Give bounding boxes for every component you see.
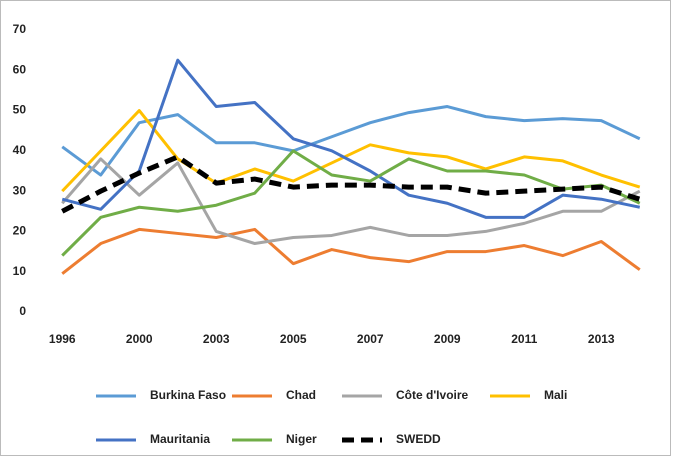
- series-line: [61, 109, 641, 193]
- y-tick-label: 30: [13, 183, 27, 197]
- x-tick-label: 2003: [203, 332, 230, 346]
- x-tick-label: 1996: [49, 332, 76, 346]
- series-line: [61, 58, 641, 219]
- x-tick-label: 2000: [126, 332, 153, 346]
- y-tick-label: 60: [13, 62, 27, 76]
- legend-label: SWEDD: [396, 432, 441, 446]
- y-tick-label: 10: [13, 264, 27, 278]
- series-line: [61, 154, 641, 214]
- y-tick-label: 40: [13, 143, 27, 157]
- series-line: [61, 227, 641, 275]
- y-tick-label: 0: [19, 304, 26, 318]
- x-tick-label: 2009: [434, 332, 461, 346]
- legend-label: Mali: [544, 388, 567, 402]
- legend-label: Niger: [286, 432, 317, 446]
- series-line: [61, 157, 641, 246]
- x-tick-label: 2011: [511, 332, 537, 346]
- legend-label: Chad: [286, 388, 316, 402]
- legend-label: Côte d'Ivoire: [396, 388, 469, 402]
- series-line: [61, 149, 641, 257]
- x-tick-label: 2005: [280, 332, 307, 346]
- legend-label: Mauritania: [150, 432, 210, 446]
- y-tick-label: 70: [13, 22, 27, 36]
- legend-label: Burkina Faso: [150, 388, 226, 402]
- x-tick-label: 2013: [588, 332, 615, 346]
- y-tick-label: 20: [13, 224, 27, 238]
- y-tick-label: 50: [13, 103, 27, 117]
- x-tick-label: 2007: [357, 332, 384, 346]
